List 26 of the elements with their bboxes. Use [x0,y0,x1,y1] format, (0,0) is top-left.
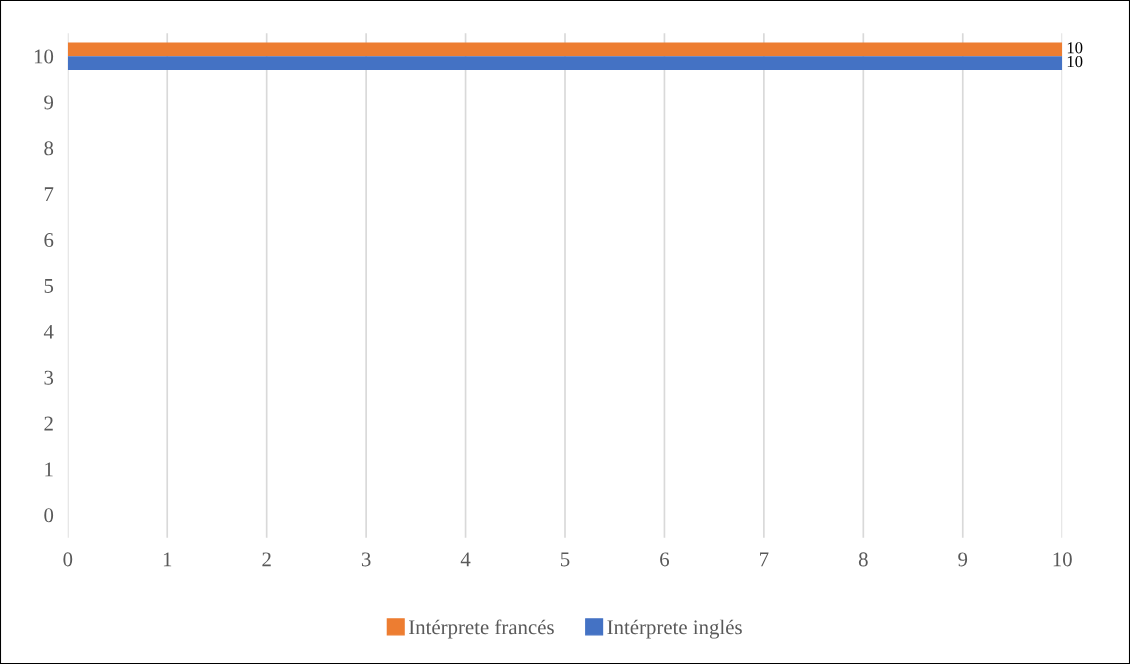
y-tick-label: 0 [44,508,54,523]
y-tick-label: 2 [44,416,53,431]
x-tick-label: 1 [163,552,172,567]
data-label: 10 [1067,42,1083,54]
y-tick-label: 6 [44,233,54,248]
x-tick-label: 8 [858,552,868,567]
x-tick-label: 2 [262,552,271,567]
x-tick-label: 4 [460,552,471,567]
y-tick-label: 3 [44,370,54,385]
x-tick-label: 6 [660,552,670,567]
y-tick-label: 8 [44,141,54,156]
y-tick-label: 5 [44,279,54,293]
legend-label: Intérprete inglés [607,619,742,639]
x-tick-label: 3 [361,552,371,567]
y-tick-label: 7 [44,187,54,201]
x-tick-label: 7 [760,552,769,567]
y-tick-label: 9 [44,95,54,110]
x-tick-label: 10 [1053,552,1072,567]
x-tick-label: 9 [958,552,968,567]
y-tick-label: 4 [43,324,54,339]
y-tick-label: 1 [45,462,53,477]
data-label: 10 [1067,55,1083,68]
y-tick-label: 10 [34,49,54,64]
legend-label: Intérprete francés [409,619,554,639]
x-tick-label: 0 [63,552,73,567]
x-tick-label: 5 [561,552,570,567]
